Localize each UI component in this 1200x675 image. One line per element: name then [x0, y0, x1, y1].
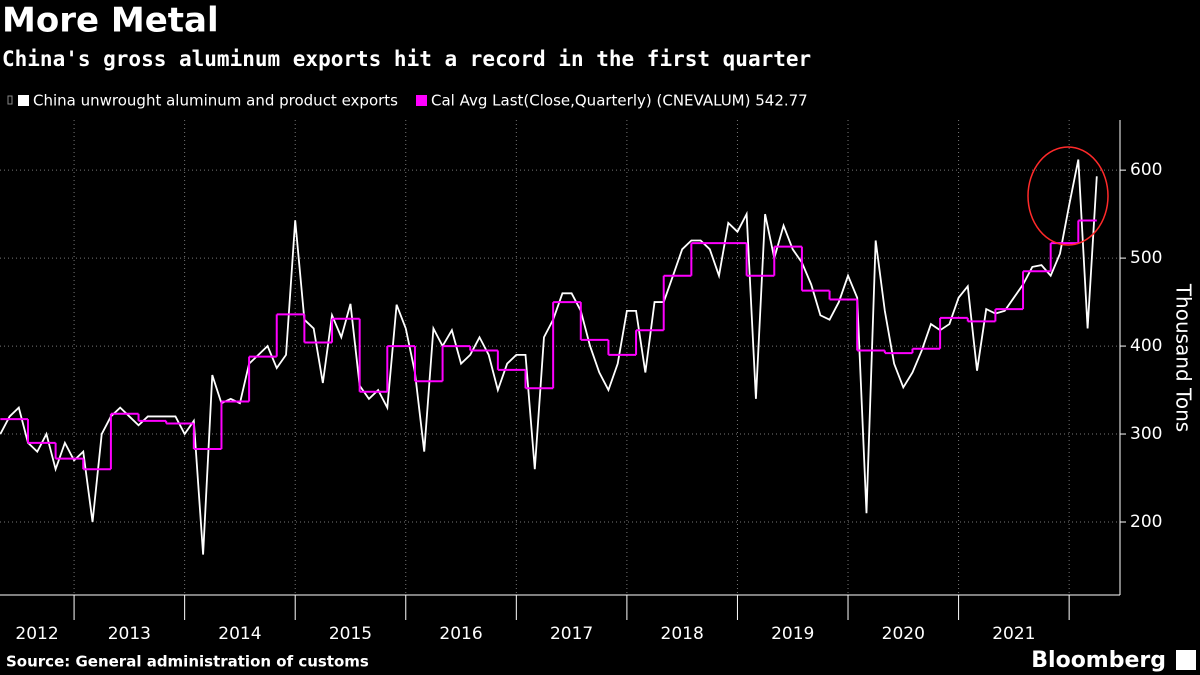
chart-title: More Metal [2, 1, 219, 41]
y-tick-label: 600 [1130, 160, 1162, 180]
x-tick-label: 2016 [439, 624, 482, 644]
x-tick-label: 2015 [329, 624, 372, 644]
brand-icon [1176, 650, 1196, 670]
legend-label: China unwrought aluminum and product exp… [33, 92, 398, 110]
legend-label: Cal Avg Last(Close,Quarterly) (CNEVALUM)… [431, 92, 808, 110]
data-line [0, 159, 1098, 555]
legend-swatch [18, 95, 29, 106]
y-tick-label: 300 [1130, 424, 1162, 444]
x-tick-label: 2019 [771, 624, 814, 644]
x-tick-label: 2017 [550, 624, 593, 644]
legend-icon [7, 95, 13, 105]
x-tick-label: 2012 [15, 624, 58, 644]
x-tick-label: 2020 [882, 624, 925, 644]
y-tick-label: 400 [1130, 336, 1162, 356]
highlight-circle [1027, 146, 1109, 246]
x-tick-label: 2014 [218, 624, 261, 644]
legend-swatch [416, 95, 427, 106]
brand: Bloomberg [1031, 648, 1166, 673]
x-tick-label: 2021 [992, 624, 1035, 644]
y-axis-label: Thousand Tons [1172, 283, 1196, 432]
chart-subtitle: China's gross aluminum exports hit a rec… [2, 47, 811, 71]
x-tick-label: 2013 [108, 624, 151, 644]
y-tick-label: 500 [1130, 248, 1162, 268]
x-tick-label: 2018 [661, 624, 704, 644]
source: Source: General administration of custom… [6, 653, 369, 671]
y-tick-label: 200 [1130, 512, 1162, 532]
